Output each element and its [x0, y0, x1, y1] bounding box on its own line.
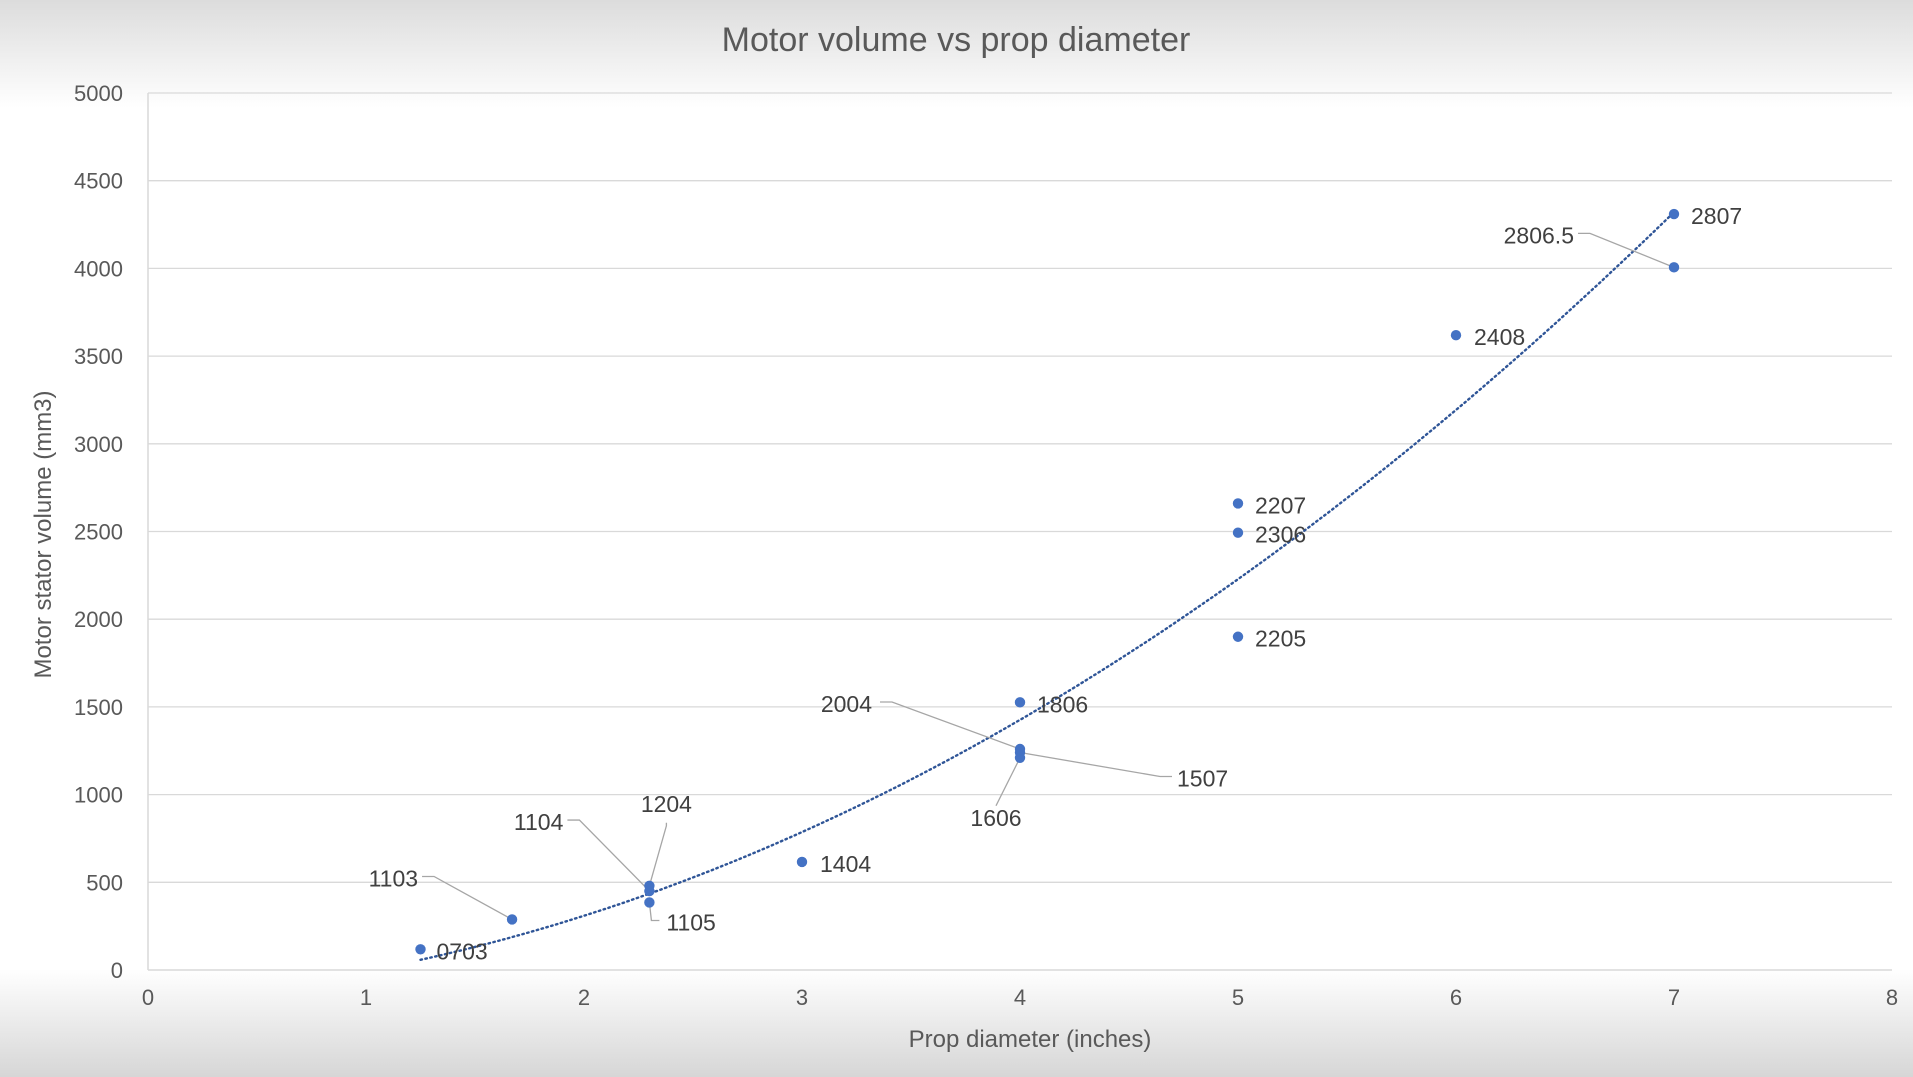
x-tick-label: 2 — [578, 985, 590, 1010]
y-tick-label: 2000 — [74, 607, 123, 632]
x-tick-label: 6 — [1450, 985, 1462, 1010]
x-tick-label: 1 — [360, 985, 372, 1010]
leader-line — [422, 875, 513, 921]
data-label: 2408 — [1474, 324, 1525, 350]
data-label: 2207 — [1255, 492, 1306, 518]
data-label: 1204 — [641, 791, 692, 817]
data-point — [796, 856, 808, 868]
x-tick-label: 8 — [1886, 985, 1898, 1010]
data-point — [1450, 330, 1462, 341]
x-tick-label: 4 — [1014, 985, 1026, 1010]
data-label: 1606 — [970, 805, 1021, 831]
data-label: 0703 — [437, 938, 488, 964]
data-point — [644, 880, 655, 892]
data-points — [415, 208, 1680, 955]
leader-line — [1019, 751, 1172, 778]
leader-lines — [422, 232, 1675, 922]
data-point — [1014, 697, 1026, 708]
x-tick-label: 5 — [1232, 985, 1244, 1010]
leader-line — [567, 819, 650, 892]
data-point — [1232, 631, 1244, 642]
x-tick-label: 0 — [142, 985, 154, 1010]
y-tick-label: 5000 — [74, 81, 123, 106]
data-point — [1668, 208, 1680, 220]
y-tick-label: 3000 — [74, 432, 123, 457]
y-axis-title: Motor stator volume (mm3) — [30, 390, 57, 678]
data-label: 1507 — [1177, 766, 1228, 792]
data-point — [415, 944, 426, 955]
y-tick-label: 1000 — [74, 783, 123, 808]
tick-labels: 0 500 1000 1500 2000 2500 3000 3500 4000 4500 5000… — [74, 81, 1898, 1010]
data-point — [1014, 752, 1026, 763]
chart-title: Motor volume vs prop diameter — [722, 21, 1191, 59]
data-label: 1103 — [369, 865, 418, 891]
data-label: 2004 — [821, 691, 872, 717]
data-label: 1806 — [1037, 691, 1088, 717]
leader-line — [648, 822, 668, 886]
y-tick-label: 0 — [111, 958, 123, 983]
data-point — [1232, 498, 1244, 509]
x-tick-label: 3 — [796, 985, 808, 1010]
data-point — [644, 897, 655, 908]
leader-line — [648, 902, 660, 922]
data-label: 2306 — [1255, 522, 1306, 548]
y-tick-label: 4500 — [74, 169, 123, 194]
axes — [147, 93, 1892, 971]
trendline-path — [419, 211, 1676, 961]
y-tick-label: 3500 — [74, 344, 123, 369]
data-point — [1668, 262, 1680, 273]
x-axis-title: Prop diameter (inches) — [909, 1026, 1152, 1053]
gridlines — [148, 92, 1892, 883]
data-label: 2205 — [1255, 626, 1306, 652]
data-label: 2806.5 — [1504, 222, 1574, 248]
y-tick-label: 500 — [86, 870, 123, 895]
y-tick-label: 2500 — [74, 520, 123, 545]
y-tick-label: 4000 — [74, 256, 123, 281]
data-label: 1404 — [820, 851, 871, 877]
data-label: 1105 — [666, 909, 715, 935]
leader-line — [995, 757, 1021, 807]
data-labels: 0703 1103 1104 1204 1105 1404 1806 2004 1507 1606… — [369, 203, 1743, 964]
data-point — [506, 914, 518, 925]
data-label: 2807 — [1691, 203, 1742, 229]
y-tick-label: 1500 — [74, 695, 123, 720]
x-tick-label: 7 — [1668, 985, 1680, 1010]
data-label: 1104 — [514, 809, 564, 835]
trendline — [419, 211, 1676, 961]
leader-line — [880, 701, 1021, 750]
leader-line — [1578, 232, 1675, 268]
data-point — [1232, 527, 1244, 538]
